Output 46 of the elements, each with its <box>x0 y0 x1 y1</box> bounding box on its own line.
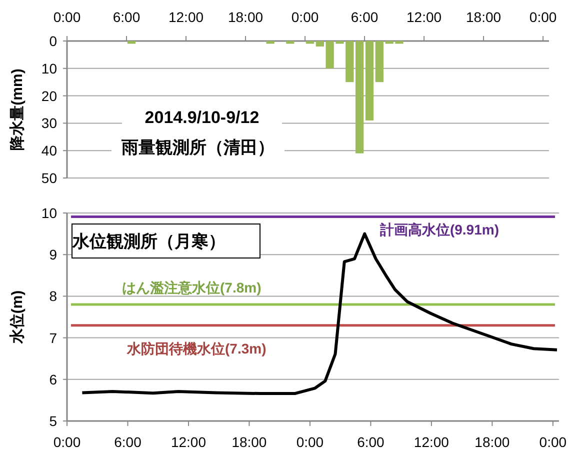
x-tick-label: 6:00 <box>357 434 385 450</box>
y-tick-label: 5 <box>49 413 58 429</box>
x-tick-label: 0:00 <box>296 434 324 450</box>
x-tick-label: 0:00 <box>291 9 319 25</box>
x-tick-label: 18:00 <box>466 9 502 25</box>
bar <box>306 41 314 44</box>
ref-line-label: 水防団待機水位(7.3m) <box>126 340 266 356</box>
bar <box>365 41 374 120</box>
bar <box>286 41 294 44</box>
x-tick-label: 0:00 <box>539 434 567 450</box>
x-tick-label: 6:00 <box>350 9 378 25</box>
x-tick-label: 0:00 <box>529 9 557 25</box>
y-tick-label: 50 <box>41 170 58 186</box>
y-tick-label: 6 <box>49 371 58 388</box>
y-tick-label: 30 <box>41 115 58 132</box>
y-axis-title: 降水量(mm) <box>9 68 26 150</box>
x-tick-label: 18:00 <box>228 9 264 25</box>
x-tick-label: 6:00 <box>114 434 142 450</box>
y-tick-label: 9 <box>49 246 58 263</box>
x-tick-label: 18:00 <box>232 434 267 450</box>
bar <box>375 41 384 82</box>
y-tick-label: 0 <box>49 33 58 49</box>
y-tick-label: 10 <box>41 205 58 221</box>
ref-line-label: 計画高水位(9.91m) <box>378 222 499 238</box>
x-tick-label: 12:00 <box>406 9 442 25</box>
y-tick-label: 7 <box>49 330 58 346</box>
annotation: 雨量観測所（清田） <box>120 138 274 157</box>
x-tick-label: 0:00 <box>53 9 81 25</box>
annotation: 水位観測所（月寒） <box>72 232 226 251</box>
ref-line-label: はん濫注意水位(7.8m) <box>122 280 262 296</box>
y-axis-title: 水位(m) <box>9 290 26 345</box>
x-tick-label: 6:00 <box>112 9 140 25</box>
x-tick-label: 12:00 <box>168 9 204 25</box>
y-tick-label: 10 <box>41 60 58 76</box>
bar <box>316 41 324 46</box>
x-tick-label: 12:00 <box>170 434 206 450</box>
y-tick-label: 40 <box>41 142 58 159</box>
y-tick-label: 20 <box>41 88 58 104</box>
bar <box>266 41 274 44</box>
y-tick-label: 8 <box>49 288 58 304</box>
x-tick-label: 18:00 <box>474 434 510 450</box>
bar <box>356 41 364 154</box>
x-tick-label: 0:00 <box>53 434 81 450</box>
x-tick-label: 12:00 <box>414 434 450 450</box>
bar <box>127 41 136 44</box>
annotation: 2014.9/10-9/12 <box>144 108 260 127</box>
